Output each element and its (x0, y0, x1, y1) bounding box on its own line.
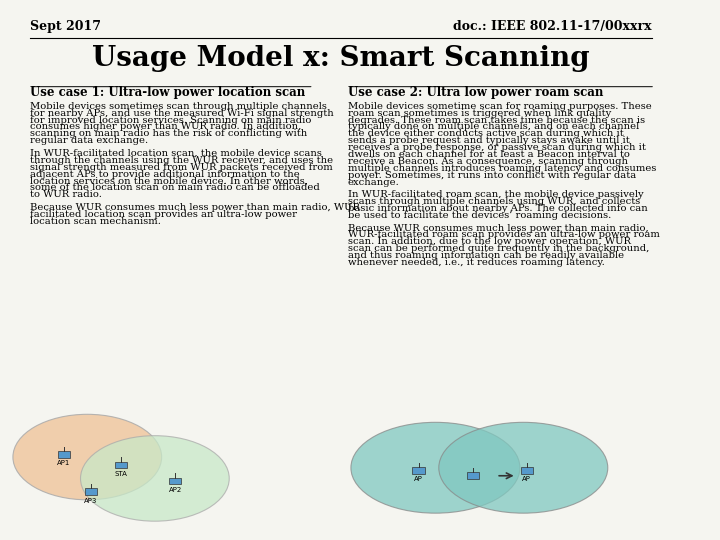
Text: Sept 2017: Sept 2017 (30, 21, 101, 33)
Text: receives a probe response, or passive scan during which it: receives a probe response, or passive sc… (348, 143, 645, 152)
Text: receive a Beacon. As a consequence, scanning through: receive a Beacon. As a consequence, scan… (348, 157, 628, 166)
Text: degrades. These roam scan takes time because the scan is: degrades. These roam scan takes time bec… (348, 116, 644, 125)
Text: dwells on each channel for at least a Beacon interval to: dwells on each channel for at least a Be… (348, 150, 629, 159)
Ellipse shape (13, 414, 161, 500)
Bar (58, 451, 70, 458)
Bar (84, 488, 96, 495)
Text: location services on the mobile device. In other words,: location services on the mobile device. … (30, 177, 308, 185)
Text: scans through multiple channels using WUR, and collects: scans through multiple channels using WU… (348, 197, 640, 206)
Bar (169, 478, 181, 484)
Text: AP3: AP3 (84, 497, 97, 504)
Text: Use case 2: Ultra low power roam scan: Use case 2: Ultra low power roam scan (348, 86, 603, 99)
Text: scanning on main radio has the risk of conflicting with: scanning on main radio has the risk of c… (30, 130, 307, 138)
Text: some of the location scan on main radio can be offloaded: some of the location scan on main radio … (30, 184, 320, 192)
Text: Mobile devices sometimes scan through multiple channels: Mobile devices sometimes scan through mu… (30, 102, 327, 111)
Text: STA: STA (114, 471, 127, 477)
Text: AP: AP (522, 476, 531, 482)
Text: signal strength measured from WUR packets received from: signal strength measured from WUR packet… (30, 163, 333, 172)
Text: scan can be performed quite frequently in the background,: scan can be performed quite frequently i… (348, 244, 649, 253)
Text: and thus roaming information can be readily available: and thus roaming information can be read… (348, 251, 624, 260)
Text: adjacent APs to provide additional information to the: adjacent APs to provide additional infor… (30, 170, 300, 179)
Text: AP2: AP2 (168, 487, 181, 493)
Text: facilitated location scan provides an ultra-low power: facilitated location scan provides an ul… (30, 210, 297, 219)
Text: to WUR radio.: to WUR radio. (30, 191, 102, 199)
Text: WUR-facilitated roam scan provides an ultra-low power roam: WUR-facilitated roam scan provides an ul… (348, 231, 660, 239)
Text: sends a probe request and typically stays awake until it: sends a probe request and typically stay… (348, 137, 629, 145)
Text: multiple channels introduces roaming latency and consumes: multiple channels introduces roaming lat… (348, 164, 656, 173)
Text: roam scan sometimes is triggered when link quality: roam scan sometimes is triggered when li… (348, 109, 611, 118)
Bar (115, 462, 127, 468)
Text: Mobile devices sometime scan for roaming purposes. These: Mobile devices sometime scan for roaming… (348, 102, 652, 111)
Text: consumes higher power than WUR radio. In addition,: consumes higher power than WUR radio. In… (30, 123, 301, 132)
Text: basic information about nearby APs. The collected info can: basic information about nearby APs. The … (348, 204, 647, 213)
Text: doc.: IEEE 802.11-17/00xxrx: doc.: IEEE 802.11-17/00xxrx (453, 21, 652, 33)
Text: location scan mechanism.: location scan mechanism. (30, 217, 161, 226)
Text: typically done on multiple channels, and on each channel: typically done on multiple channels, and… (348, 123, 639, 132)
Text: Because WUR consumes much less power than main radio, WUR: Because WUR consumes much less power tha… (30, 202, 360, 212)
Text: for improved location services. Scanning on main radio: for improved location services. Scanning… (30, 116, 311, 125)
Ellipse shape (351, 422, 520, 513)
Ellipse shape (438, 422, 608, 513)
Text: Use case 1: Ultra-low power location scan: Use case 1: Ultra-low power location sca… (30, 86, 305, 99)
Text: whenever needed, i.e., it reduces roaming latency.: whenever needed, i.e., it reduces roamin… (348, 258, 604, 267)
Text: through the channels using the WUR receiver, and uses the: through the channels using the WUR recei… (30, 156, 333, 165)
Text: Usage Model x: Smart Scanning: Usage Model x: Smart Scanning (92, 45, 590, 72)
Text: regular data exchange.: regular data exchange. (30, 137, 148, 145)
Text: In WUR-facilitated location scan, the mobile device scans: In WUR-facilitated location scan, the mo… (30, 148, 322, 158)
Text: be used to facilitate the devices’ roaming decisions.: be used to facilitate the devices’ roami… (348, 211, 611, 220)
Bar (413, 467, 425, 474)
Text: Because WUR consumes much less power than main radio,: Because WUR consumes much less power tha… (348, 224, 648, 233)
Ellipse shape (81, 436, 229, 521)
Text: AP: AP (414, 476, 423, 482)
Text: AP1: AP1 (57, 460, 71, 466)
Text: the device either conducts active scan during which it: the device either conducts active scan d… (348, 130, 624, 138)
Text: for nearby APs, and use the measured Wi-Fi signal strength: for nearby APs, and use the measured Wi-… (30, 109, 333, 118)
Bar (467, 472, 479, 479)
Bar (521, 467, 533, 474)
Text: power. Sometimes, it runs into conflict with regular data: power. Sometimes, it runs into conflict … (348, 171, 636, 180)
Text: scan. In addition, due to the low power operation, WUR: scan. In addition, due to the low power … (348, 238, 631, 246)
Text: In WUR-facilitated roam scan, the mobile device passively: In WUR-facilitated roam scan, the mobile… (348, 191, 643, 199)
Text: exchange.: exchange. (348, 178, 400, 187)
